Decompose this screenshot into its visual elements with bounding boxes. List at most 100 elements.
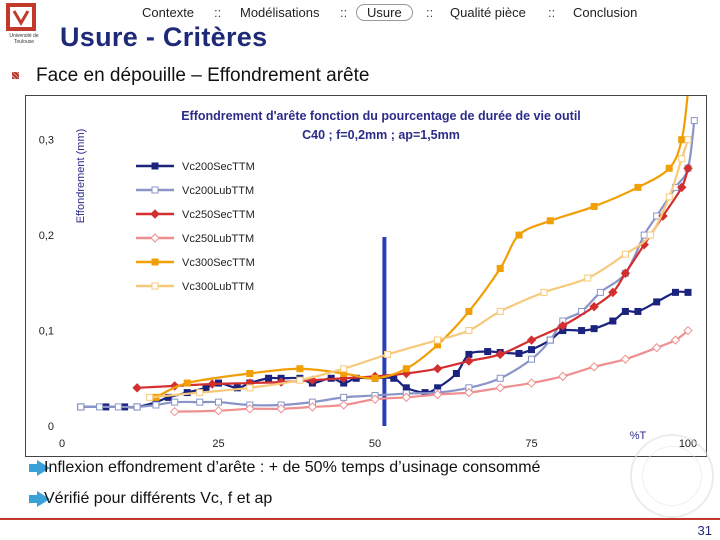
data-point: [464, 356, 474, 366]
x-tick-label: 50: [369, 438, 381, 450]
data-point: [683, 325, 693, 336]
data-point: [133, 403, 141, 411]
legend-swatch-marker: [151, 162, 159, 170]
university-seal-watermark: [630, 434, 714, 518]
data-point: [589, 301, 599, 312]
nav-item-usure[interactable]: Usure: [356, 4, 413, 21]
data-point: [432, 364, 443, 374]
data-point: [484, 348, 492, 356]
x-tick-label: 0: [59, 438, 65, 450]
data-point: [621, 307, 629, 315]
data-point: [169, 406, 180, 417]
data-point: [390, 374, 398, 382]
series-vc250lubttm: [169, 325, 693, 417]
data-point: [96, 403, 104, 411]
x-tick-label: 75: [525, 438, 537, 450]
data-point: [558, 371, 568, 382]
point-inflexion: Inflexion effondrement d’arête : + de 50…: [44, 459, 541, 476]
data-point: [670, 335, 681, 345]
data-point: [640, 231, 648, 239]
data-point: [589, 362, 599, 372]
data-point: [690, 117, 698, 125]
data-point: [684, 136, 692, 144]
data-point: [578, 327, 586, 335]
data-point: [515, 231, 523, 239]
y-tick-label: 0,3: [39, 135, 54, 147]
y-tick-label: 0: [48, 421, 54, 433]
y-axis-label: Effondrement (mm): [75, 129, 87, 224]
data-point: [265, 374, 273, 382]
data-point: [609, 317, 617, 325]
data-point: [540, 288, 548, 296]
data-point: [558, 321, 568, 331]
data-point: [634, 307, 642, 315]
y-tick-label: 0,1: [39, 326, 54, 338]
data-point: [596, 288, 604, 296]
data-point: [526, 378, 537, 388]
x-axis-label: %T: [630, 430, 647, 442]
data-point: [434, 336, 442, 344]
data-point: [671, 288, 679, 296]
data-point: [496, 307, 504, 315]
series-vc250secttm: [132, 163, 693, 393]
bullet-square-icon: [12, 72, 19, 79]
data-point: [246, 370, 254, 377]
data-point: [196, 389, 204, 397]
legend-swatch-marker: [151, 186, 159, 194]
data-point: [495, 349, 505, 360]
data-point: [384, 350, 392, 358]
data-point: [678, 155, 686, 163]
data-point: [677, 182, 687, 193]
legend-label: Vc200SecTTM: [182, 161, 255, 173]
wear-chart: Effondrement d'arête fonction du pourcen…: [39, 88, 698, 450]
slide-title: Usure - Critères: [60, 22, 268, 52]
nav-separator: ::: [340, 5, 348, 20]
data-point: [590, 202, 598, 210]
nav-item-contexte[interactable]: Contexte: [142, 5, 195, 20]
data-point: [338, 400, 349, 410]
data-point: [495, 383, 505, 393]
legend-background: [128, 148, 280, 300]
data-point: [215, 398, 222, 406]
data-point: [634, 183, 642, 191]
data-point: [608, 287, 618, 298]
legend-label: Vc300LubTTM: [182, 281, 254, 293]
data-point: [646, 231, 654, 239]
nav-separator: ::: [548, 5, 556, 20]
data-point: [213, 406, 224, 416]
data-point: [620, 354, 631, 364]
point-verified: Vérifié pour différents Vc, f et ap: [44, 490, 273, 507]
data-point: [171, 398, 179, 406]
data-point: [340, 393, 348, 401]
data-point: [528, 355, 535, 363]
data-point: [152, 401, 160, 409]
data-point: [183, 379, 191, 387]
y-tick-label: 0,2: [39, 230, 54, 242]
data-point: [401, 392, 412, 403]
legend-swatch-marker: [150, 209, 160, 219]
nav-item-qualite-piece[interactable]: Qualité pièce: [450, 5, 526, 20]
legend-label: Vc250LubTTM: [182, 233, 254, 245]
nav-item-conclusion[interactable]: Conclusion: [573, 5, 638, 20]
data-point: [678, 136, 686, 144]
chart-title-line1: Effondrement d'arête fonction du pourcen…: [181, 109, 581, 123]
series-group: [77, 88, 698, 417]
data-point: [432, 389, 443, 400]
data-point: [371, 374, 379, 382]
data-point: [465, 327, 473, 335]
data-point: [132, 383, 142, 393]
university-logo-text: Université de Toulouse: [9, 33, 39, 45]
data-point: [402, 384, 410, 392]
data-point: [307, 402, 318, 412]
data-point: [651, 343, 662, 353]
nav-item-modelisations[interactable]: Modélisations: [240, 5, 320, 20]
data-point: [653, 298, 661, 306]
series-line: [149, 139, 690, 399]
data-point: [196, 398, 204, 406]
data-point: [515, 349, 523, 357]
data-point: [526, 335, 537, 345]
nav-separator: ::: [426, 5, 434, 20]
data-point: [296, 376, 304, 384]
legend-swatch-marker: [151, 282, 159, 290]
data-point: [528, 346, 535, 354]
